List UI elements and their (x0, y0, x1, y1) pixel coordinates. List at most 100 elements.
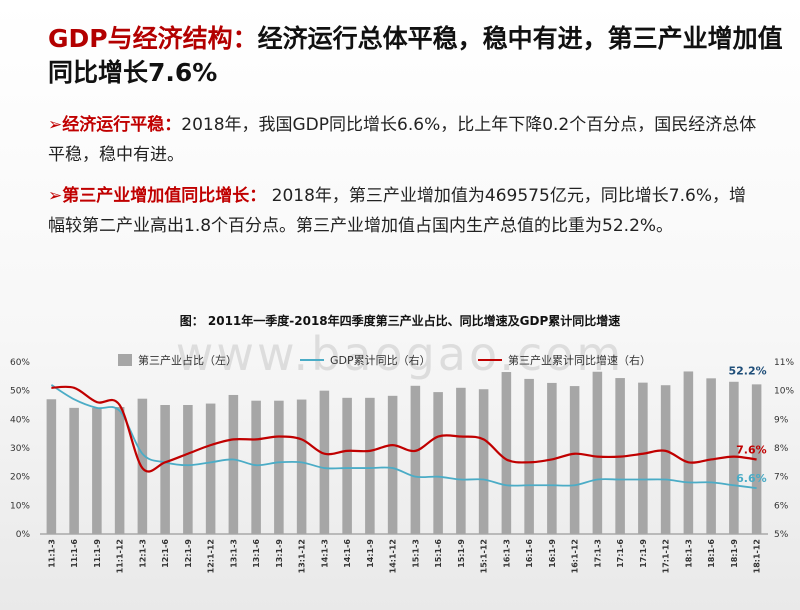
category-label: 12:1-3 (138, 539, 147, 568)
bar (183, 405, 193, 534)
category-label: 16:1-6 (525, 539, 534, 568)
title-highlight: GDP与经济结构： (48, 24, 258, 53)
category-label: 17:1-12 (662, 539, 671, 573)
y-left-tick: 50% (10, 387, 30, 397)
category-label: 11:1-9 (93, 539, 102, 568)
bar (501, 372, 512, 534)
category-label: 12:1-6 (161, 539, 170, 568)
bar (683, 371, 694, 534)
bar (69, 407, 79, 534)
y-right-tick: 5% (774, 530, 789, 540)
legend-tertiary-label: 第三产业累计同比增速（右） (508, 353, 651, 367)
category-label: 13:1-12 (298, 539, 307, 573)
watermark-text: www.baogao.com (176, 330, 624, 381)
bar (251, 400, 261, 534)
legend-gdp-label: GDP累计同比（右） (330, 353, 431, 367)
category-label: 16:1-9 (548, 539, 557, 568)
category-label: 18:1-6 (707, 539, 716, 568)
bar (342, 397, 352, 534)
y-right-tick: 8% (774, 444, 789, 454)
bar (228, 394, 239, 534)
category-label: 16:1-3 (502, 539, 511, 568)
category-label: 15:1-12 (480, 539, 489, 573)
legend-bar-label: 第三产业占比（左） (138, 353, 237, 367)
category-label: 11:1-3 (47, 539, 56, 568)
y-right-tick: 10% (774, 387, 794, 397)
y-left-tick: 10% (10, 501, 30, 511)
bar (660, 385, 671, 534)
tertiary-growth-line (51, 385, 757, 473)
bar (524, 378, 534, 534)
paragraph-tertiary-text: 2018年，第三产业增加值为469575亿元，同比增长7.6%，增幅较第二产业高… (48, 186, 747, 236)
category-label: 14:1-12 (389, 539, 398, 573)
chart-annotations: 52.2% 7.6% 6.6% (728, 364, 766, 485)
combo-chart: www.baogao.com 0% 10% 20% 30% 40% 50% 60% 5% 6% 7… (10, 330, 794, 573)
category-label: 13:1-6 (252, 539, 261, 568)
chart-axes: 0% 10% 20% 30% 40% 50% 60% 5% 6% 7% 8% 9% 10% 11% (10, 358, 794, 540)
category-label: 14:1-6 (343, 539, 352, 568)
category-label: 13:1-9 (275, 539, 284, 568)
bar (729, 381, 739, 534)
y-left-tick: 0% (16, 530, 31, 540)
y-right-tick: 6% (774, 501, 789, 511)
category-label: 15:1-9 (457, 539, 466, 568)
category-label: 12:1-9 (184, 539, 193, 568)
bar (456, 387, 466, 534)
y-right-tick: 9% (774, 415, 789, 425)
category-label: 17:1-6 (616, 539, 625, 568)
bar (433, 392, 443, 534)
y-right-tick: 7% (774, 473, 789, 483)
bar (478, 389, 489, 534)
data-label: 6.6% (736, 472, 767, 485)
bar (410, 385, 421, 534)
watermark: www.baogao.com (176, 330, 624, 381)
chart-title: 图： 2011年一季度-2018年四季度第三产业占比、同比增速及GDP累计同比增… (179, 314, 621, 328)
bar (274, 400, 284, 534)
title-rest: 经济运行总体平稳，稳中有进，第三产业增加值同比增长7.6% (48, 24, 783, 87)
category-label: 11:1-12 (116, 539, 125, 573)
bar (319, 390, 330, 534)
paragraph-tertiary: ➢第三产业增加值同比增长： 2018年，第三产业增加值为469575亿元，同比增… (48, 181, 758, 241)
bar-series (46, 371, 762, 534)
category-label: 14:1-3 (320, 539, 329, 568)
bar (387, 395, 398, 534)
category-label: 14:1-9 (366, 539, 375, 568)
bar (92, 407, 102, 534)
y-left-tick: 30% (10, 444, 30, 454)
data-label: 52.2% (728, 364, 766, 377)
paragraph-tertiary-lead: 第三产业增加值同比增长： (62, 186, 267, 206)
category-label: 15:1-3 (411, 539, 420, 568)
bar (205, 403, 216, 534)
bar (706, 378, 716, 534)
bar (592, 371, 603, 534)
y-right-tick: 11% (774, 358, 794, 368)
arrow-bullet-icon: ➢ (48, 186, 63, 206)
bar (296, 399, 307, 534)
chart-legend: 第三产业占比（左） GDP累计同比（右） 第三产业累计同比增速（右） (118, 353, 651, 367)
gdp-growth-line (50, 384, 757, 490)
bar (46, 399, 57, 534)
bar (160, 405, 170, 534)
y-left-tick: 60% (10, 358, 30, 368)
category-label: 16:1-12 (571, 539, 580, 573)
line-series (50, 384, 757, 490)
category-label: 13:1-3 (229, 539, 238, 568)
bar (114, 407, 125, 534)
category-label: 18:1-3 (684, 539, 693, 568)
bar (638, 382, 648, 534)
category-label: 17:1-3 (593, 539, 602, 568)
paragraph-economy-text: 2018年，我国GDP同比增长6.6%，比上年下降0.2个百分点，国民经济总体平… (48, 115, 757, 165)
arrow-bullet-icon: ➢ (48, 115, 63, 135)
legend-bar-swatch (118, 354, 132, 366)
paragraph-economy-lead: 经济运行平稳： (62, 115, 182, 135)
category-label: 11:1-6 (70, 539, 79, 568)
bar (365, 397, 375, 534)
bar (569, 386, 580, 534)
y-left-tick: 20% (10, 473, 30, 483)
category-label: 18:1-9 (730, 539, 739, 568)
category-label: 17:1-9 (639, 539, 648, 568)
paragraph-economy: ➢经济运行平稳：2018年，我国GDP同比增长6.6%，比上年下降0.2个百分点… (48, 110, 758, 170)
category-label: 12:1-12 (207, 539, 216, 573)
category-label: 15:1-6 (434, 539, 443, 568)
data-label: 7.6% (736, 443, 767, 456)
